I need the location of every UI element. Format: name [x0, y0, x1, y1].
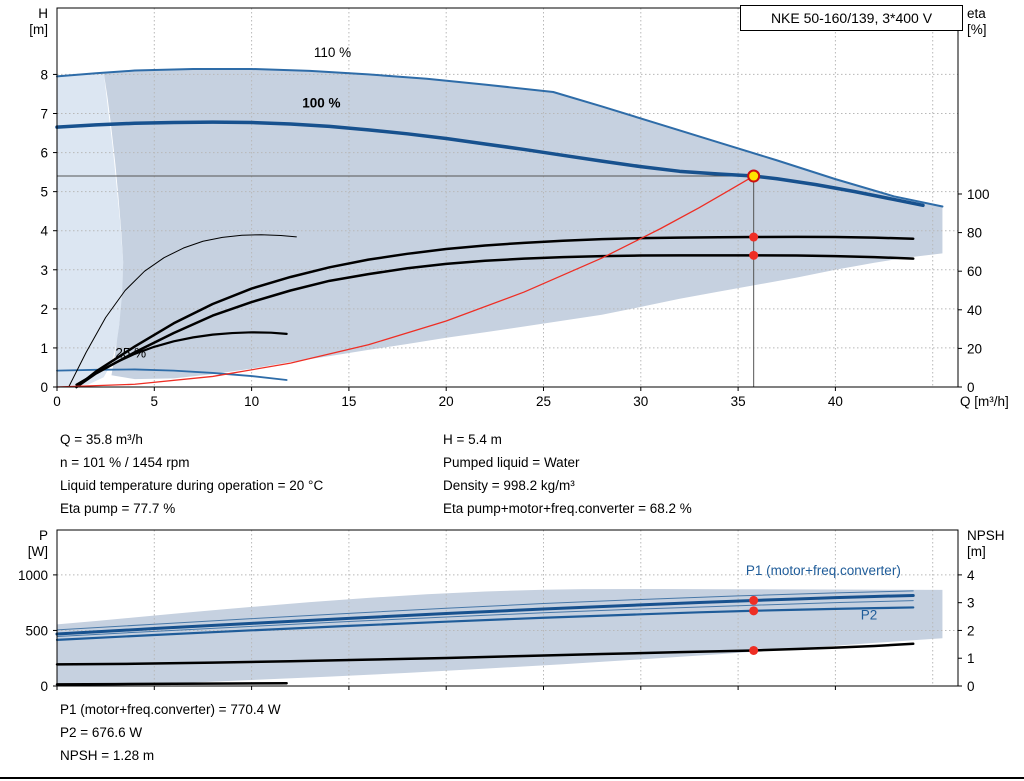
x-tick-label: 0: [53, 394, 61, 409]
plot-frame: [56, 7, 959, 388]
left-axis-title: [m]: [29, 22, 48, 37]
right-tick-label: 3: [967, 596, 975, 611]
speed-envelope-main: [103, 68, 943, 380]
y-tick-label: 3: [40, 263, 48, 278]
eta-small-speed-curve: [68, 234, 297, 388]
label-110pct: 110 %: [314, 45, 351, 60]
axis-tick-labels: 0 500 1000 0 1 2 3 4 P[W] NPSH[m]: [18, 528, 1005, 694]
right-tick-label: 20: [967, 341, 982, 356]
y-tick-label: 2: [40, 302, 48, 317]
right-axis-title: eta: [967, 6, 986, 21]
y-tick-label: 6: [40, 146, 48, 161]
info-pumped-liquid: Pumped liquid = Water: [443, 455, 580, 470]
bottom-divider: [0, 777, 1024, 779]
y-tick-label: 1000: [18, 568, 48, 583]
curve-25pct: [56, 368, 288, 381]
x-axis-title: Q [m³/h]: [960, 394, 1009, 409]
p1-curve-thin: [56, 590, 914, 631]
info-npsh: NPSH = 1.28 m: [60, 748, 155, 763]
p-low-speed-curve: [55, 681, 288, 686]
y-tick-label: 5: [40, 185, 48, 200]
duty-info-right: H = 5.4 m Pumped liquid = Water Density …: [443, 428, 692, 520]
right-tick-label: 40: [967, 303, 982, 318]
npsh-point: [749, 645, 759, 655]
x-tick-label: 40: [828, 394, 843, 409]
left-axis-title: H: [38, 6, 48, 21]
power-npsh-chart: 0 500 1000 0 1 2 3 4 P[W] NPSH[m] P1 (motor+freq.c…: [18, 528, 1005, 694]
right-tick-label: 1: [967, 651, 975, 666]
label-100pct: 100 %: [302, 96, 340, 111]
p2-curve-thin: [56, 600, 914, 638]
left-axis-title: [W]: [28, 544, 48, 559]
y-tick-label: 4: [40, 224, 48, 239]
right-tick-label: 0: [967, 380, 975, 395]
x-tick-label: 20: [439, 394, 454, 409]
right-tick-label: 2: [967, 623, 975, 638]
info-liquid-temperature: Liquid temperature during operation = 20…: [60, 478, 324, 493]
x-tick-label: 35: [731, 394, 746, 409]
curve-100pct: [55, 120, 925, 208]
npsh-curve: [55, 642, 915, 666]
axis-ticks: [53, 574, 962, 690]
duty-info-left: Q = 35.8 m³/h n = 101 % / 1454 rpm Liqui…: [60, 428, 323, 520]
y-tick-label: 0: [40, 380, 48, 395]
duty-point: [747, 169, 761, 183]
info-density: Density = 998.2 kg/m³: [443, 478, 575, 493]
eta-pump-curve: [75, 235, 915, 389]
right-tick-label: 100: [967, 187, 990, 202]
right-tick-label: 4: [967, 568, 975, 583]
right-axis-title: [m]: [967, 544, 986, 559]
y-tick-label: 500: [25, 623, 48, 638]
y-tick-label: 7: [40, 106, 48, 121]
p2-curve: [55, 606, 915, 641]
p2-point: [749, 606, 759, 616]
right-axis-title: NPSH: [967, 528, 1005, 543]
info-p2: P2 = 676.6 W: [60, 725, 143, 740]
eta-total-point: [749, 250, 759, 260]
right-tick-label: 0: [967, 679, 975, 694]
x-tick-label: 10: [244, 394, 259, 409]
x-tick-label: 5: [151, 394, 159, 409]
axis-ticks: [53, 73, 962, 391]
plot-frame: [56, 529, 959, 687]
x-tick-label: 15: [341, 394, 356, 409]
label-p1: P1 (motor+freq.converter): [746, 563, 901, 578]
info-p1: P1 (motor+freq.converter) = 770.4 W: [60, 702, 281, 717]
y-tick-label: 8: [40, 67, 48, 82]
y-tick-label: 1: [40, 341, 48, 356]
curve-110pct: [56, 67, 944, 208]
y-tick-label: 0: [40, 679, 48, 694]
label-25pct: 25 %: [115, 346, 146, 361]
label-p2: P2: [861, 607, 878, 622]
x-tick-label: 30: [633, 394, 648, 409]
system-curve: [56, 175, 755, 388]
right-axis-title: [%]: [967, 22, 987, 37]
eta-low-speed-curve: [75, 331, 288, 386]
right-tick-label: 80: [967, 226, 982, 241]
right-tick-label: 60: [967, 264, 982, 279]
hq-eta-chart: 0 5 10 15 20 25 30 35 40 Q [m³/h]0123456780204060…: [29, 6, 1009, 409]
gridlines: [57, 8, 958, 387]
left-axis-title: P: [39, 528, 48, 543]
pump-title-box: NKE 50-160/139, 3*400 V: [740, 5, 963, 31]
info-eta-pump: Eta pump = 77.7 %: [60, 501, 176, 516]
eta-pump-point: [749, 232, 759, 242]
x-tick-label: 25: [536, 394, 551, 409]
p1-point: [749, 595, 759, 605]
axis-tick-labels: 0 5 10 15 20 25 30 35 40 Q [m³/h]0123456780204060…: [29, 6, 1009, 409]
info-eta-total: Eta pump+motor+freq.converter = 68.2 %: [443, 501, 692, 516]
info-head: H = 5.4 m: [443, 432, 502, 447]
pump-title: NKE 50-160/139, 3*400 V: [770, 10, 933, 26]
info-speed: n = 101 % / 1454 rpm: [60, 455, 190, 470]
eta-total-curve: [75, 254, 915, 389]
power-info: P1 (motor+freq.converter) = 770.4 W P2 =…: [60, 698, 281, 767]
p1-curve: [55, 593, 915, 636]
info-flow: Q = 35.8 m³/h: [60, 432, 143, 447]
